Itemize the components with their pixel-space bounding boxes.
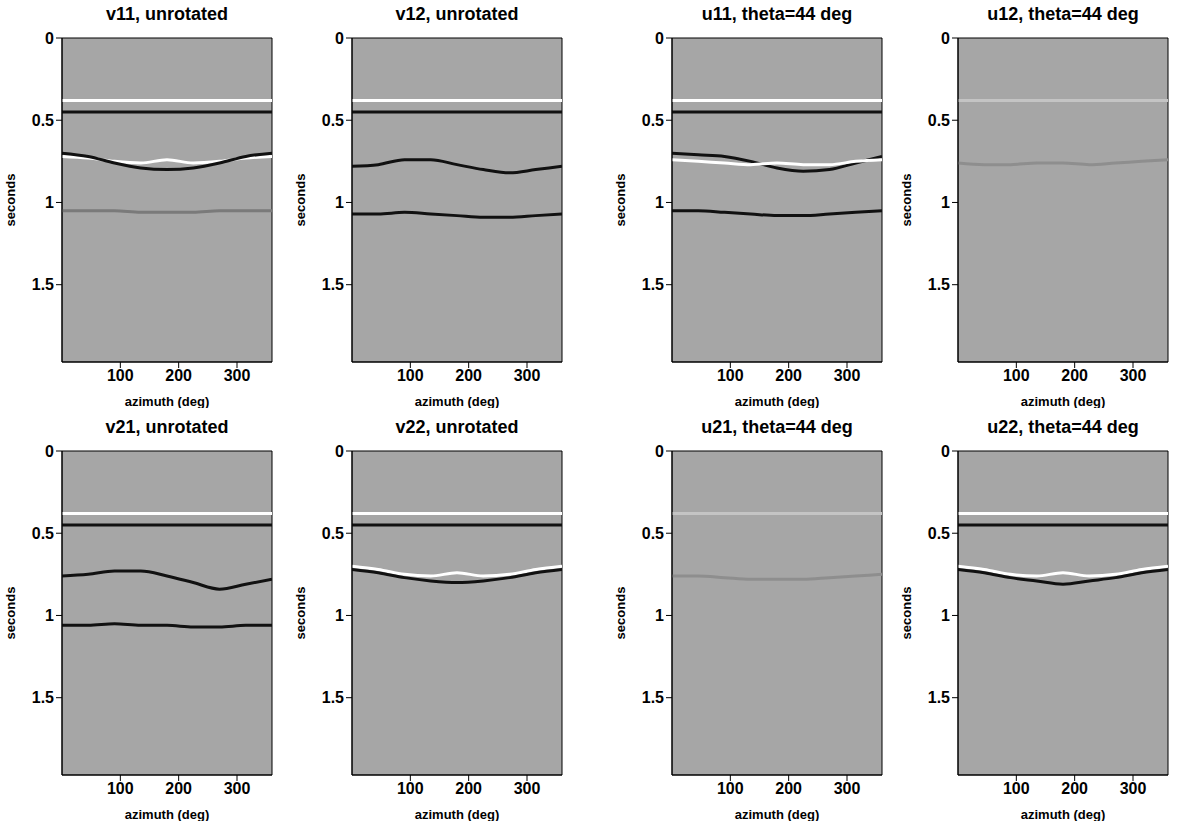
svg-text:100: 100 [717,367,744,384]
svg-text:azimuth (deg): azimuth (deg) [125,807,210,821]
svg-text:1: 1 [655,194,664,211]
svg-text:1.5: 1.5 [32,276,54,293]
svg-text:0: 0 [655,30,664,47]
svg-text:300: 300 [224,780,251,797]
svg-text:1.5: 1.5 [642,689,664,706]
svg-text:100: 100 [1003,780,1030,797]
html-text:v21, unrotated: v21, unrotated [105,417,229,437]
svg-text:1.5: 1.5 [322,689,344,706]
svg-text:0.5: 0.5 [642,525,664,542]
html-text:v11, unrotated: v11, unrotated [106,4,228,24]
svg-text:1: 1 [655,607,664,624]
svg-text:seconds: seconds [900,174,914,227]
html-text:u11, theta=44 deg: u11, theta=44 deg [701,4,853,24]
svg-text:0.5: 0.5 [322,112,344,129]
svg-text:100: 100 [107,780,134,797]
svg-text:1.5: 1.5 [322,276,344,293]
svg-text:1: 1 [45,194,54,211]
svg-text:1: 1 [45,607,54,624]
svg-text:1.5: 1.5 [928,689,950,706]
html-text:v12, unrotated: v12, unrotated [395,4,519,24]
svg-text:0.5: 0.5 [32,525,54,542]
svg-text:1: 1 [941,194,950,211]
svg-text:1.5: 1.5 [642,276,664,293]
svg-text:100: 100 [397,780,424,797]
svg-text:100: 100 [397,367,424,384]
svg-text:300: 300 [514,780,541,797]
svg-text:200: 200 [165,367,192,384]
svg-text:100: 100 [107,367,134,384]
svg-text:300: 300 [1120,780,1147,797]
svg-text:200: 200 [455,780,482,797]
svg-text:0: 0 [655,443,664,460]
svg-text:300: 300 [224,367,251,384]
svg-text:azimuth (deg): azimuth (deg) [735,807,820,821]
svg-text:azimuth (deg): azimuth (deg) [1021,394,1106,408]
html-text:u21, theta=44 deg: u21, theta=44 deg [701,417,853,437]
svg-text:0: 0 [45,30,54,47]
svg-text:200: 200 [775,780,802,797]
svg-text:1.5: 1.5 [32,689,54,706]
svg-text:100: 100 [1003,367,1030,384]
svg-text:0.5: 0.5 [642,112,664,129]
svg-text:0: 0 [45,443,54,460]
svg-text:azimuth (deg): azimuth (deg) [125,394,210,408]
svg-text:200: 200 [165,780,192,797]
svg-text:azimuth (deg): azimuth (deg) [415,807,500,821]
svg-text:300: 300 [834,780,861,797]
svg-text:200: 200 [1061,367,1088,384]
svg-text:0.5: 0.5 [928,525,950,542]
svg-text:0: 0 [941,443,950,460]
html-text:v22, unrotated: v22, unrotated [395,417,519,437]
svg-text:seconds: seconds [4,587,18,640]
svg-text:azimuth (deg): azimuth (deg) [415,394,500,408]
svg-text:0.5: 0.5 [322,525,344,542]
svg-text:seconds: seconds [4,174,18,227]
svg-text:seconds: seconds [294,174,308,227]
svg-text:seconds: seconds [900,587,914,640]
svg-text:300: 300 [1120,367,1147,384]
html-text:u22, theta=44 deg: u22, theta=44 deg [987,417,1139,437]
svg-text:seconds: seconds [294,587,308,640]
svg-text:200: 200 [455,367,482,384]
svg-text:1: 1 [335,607,344,624]
svg-text:300: 300 [514,367,541,384]
svg-text:1: 1 [941,607,950,624]
svg-text:0: 0 [335,443,344,460]
svg-text:0: 0 [941,30,950,47]
svg-text:seconds: seconds [614,174,628,227]
svg-text:0: 0 [335,30,344,47]
svg-text:1.5: 1.5 [928,276,950,293]
svg-text:0.5: 0.5 [928,112,950,129]
svg-text:azimuth (deg): azimuth (deg) [735,394,820,408]
svg-text:200: 200 [1061,780,1088,797]
svg-text:300: 300 [834,367,861,384]
html-text:u12, theta=44 deg: u12, theta=44 deg [987,4,1139,24]
svg-text:seconds: seconds [614,587,628,640]
svg-text:200: 200 [775,367,802,384]
svg-text:100: 100 [717,780,744,797]
svg-text:1: 1 [335,194,344,211]
svg-text:0.5: 0.5 [32,112,54,129]
svg-text:azimuth (deg): azimuth (deg) [1021,807,1106,821]
